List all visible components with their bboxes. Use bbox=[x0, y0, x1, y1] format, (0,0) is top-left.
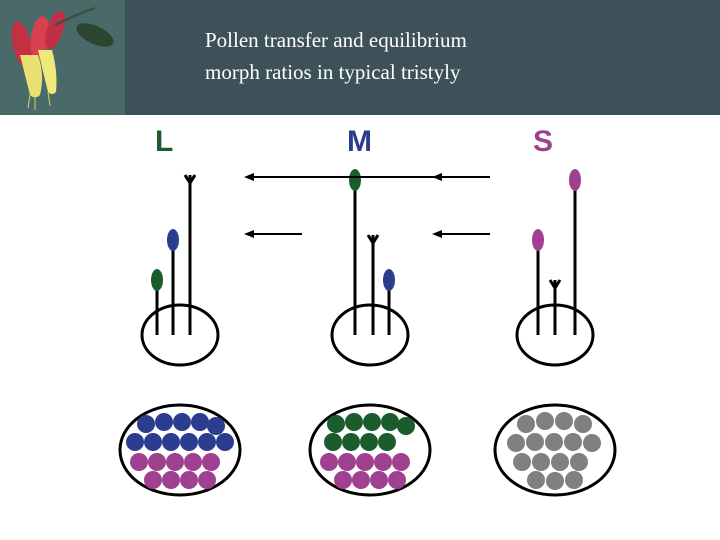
morph-label-S: S bbox=[533, 125, 553, 159]
pollen-row bbox=[507, 433, 601, 452]
pollen-row bbox=[527, 471, 583, 490]
title-line-1: Pollen transfer and equilibrium bbox=[205, 25, 467, 57]
flower-photo bbox=[0, 0, 125, 115]
morph-label-L: L bbox=[155, 125, 173, 159]
pollen-row bbox=[130, 453, 220, 471]
pollen-row bbox=[320, 453, 410, 471]
flower-S bbox=[490, 155, 620, 380]
pollen-load-L bbox=[115, 400, 245, 495]
page-title: Pollen transfer and equilibrium morph ra… bbox=[205, 25, 467, 88]
title-line-2: morph ratios in typical tristyly bbox=[205, 57, 467, 89]
pollen-load-S bbox=[490, 400, 620, 495]
pollen-load-M bbox=[305, 400, 435, 495]
flower-L bbox=[115, 155, 245, 380]
diagram-area: L M S bbox=[0, 115, 720, 540]
morph-label-M: M bbox=[347, 125, 372, 159]
header-bar: Pollen transfer and equilibrium morph ra… bbox=[0, 0, 720, 115]
flower-M bbox=[305, 155, 435, 380]
